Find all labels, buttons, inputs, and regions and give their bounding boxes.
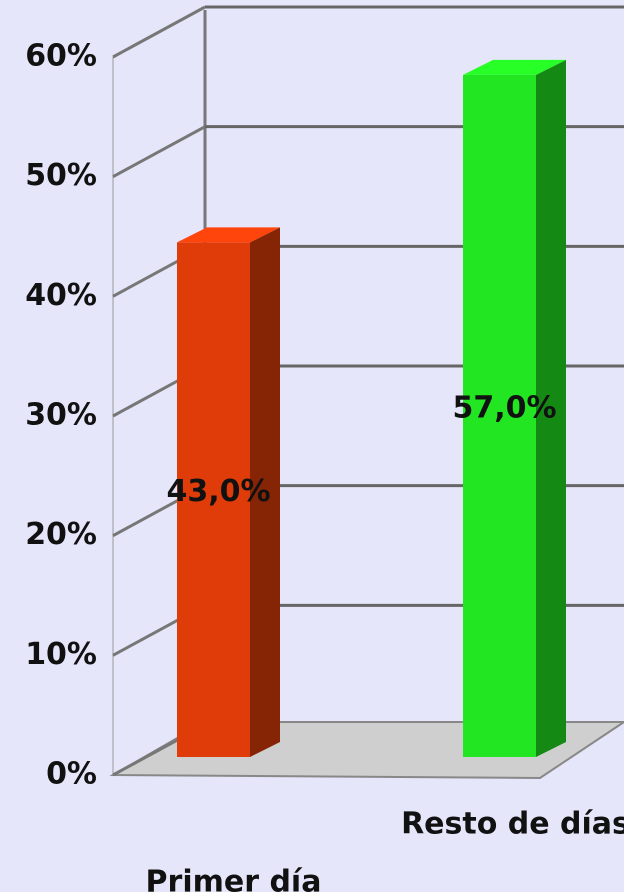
bar-side <box>536 59 566 757</box>
y-tick-label: 30% <box>25 398 97 433</box>
value-label: 57,0% <box>452 390 556 425</box>
y-tick-label: 10% <box>25 637 97 672</box>
bar-top <box>177 227 280 243</box>
value-label: 43,0% <box>166 474 270 509</box>
y-tick-label: 60% <box>25 39 97 74</box>
x-tick-label: Resto de días <box>401 807 624 842</box>
bar <box>463 74 536 757</box>
bar-side <box>250 227 280 757</box>
y-tick-label: 0% <box>46 757 97 792</box>
y-tick-label: 50% <box>25 158 97 193</box>
grid-line <box>112 125 206 178</box>
x-tick-label: Primer día <box>146 865 322 892</box>
bar <box>177 242 250 757</box>
y-tick-label: 40% <box>25 278 97 313</box>
grid-line <box>112 5 206 59</box>
bar-top <box>463 59 566 75</box>
y-tick-label: 20% <box>25 517 97 552</box>
